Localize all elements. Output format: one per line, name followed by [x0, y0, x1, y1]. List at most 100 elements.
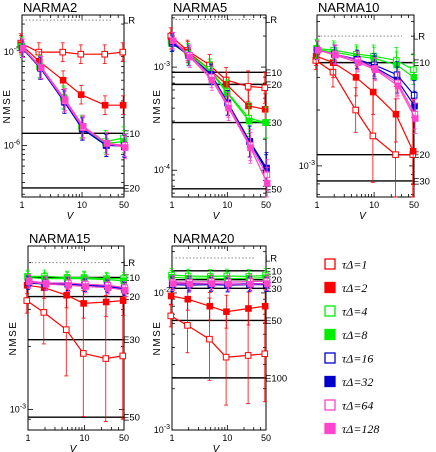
y-tick-label: 10-3 [299, 160, 315, 171]
x-tick-label: 10 [222, 200, 232, 210]
data-point [409, 147, 417, 155]
panel-title: NARMA10 [318, 0, 379, 15]
y-axis-label: NMSE [8, 321, 19, 356]
legend-item: τΔ=64 [324, 399, 373, 413]
series-τΔ=64 [19, 38, 129, 158]
y-axis-label: NMSE [152, 321, 163, 356]
series-τΔ=8 [18, 36, 128, 156]
data-point [392, 151, 399, 158]
legend-item: τΔ=2 [324, 281, 367, 295]
data-point [411, 115, 419, 122]
x-tick-label: 1 [169, 433, 174, 443]
reference-label-e10: E10 [265, 68, 282, 79]
reference-label-e50: E50 [123, 413, 140, 424]
data-point [410, 74, 418, 81]
data-point [104, 284, 112, 292]
data-point [79, 350, 87, 357]
reference-label-lr: LR [413, 32, 425, 43]
reference-label-e20: E20 [123, 183, 140, 194]
x-tick-label: 1 [314, 200, 319, 210]
series-τΔ=1 [23, 280, 127, 423]
data-point [352, 106, 359, 114]
data-point [332, 51, 339, 59]
y-tick-label: 10-4 [154, 164, 170, 175]
x-axis-label: V [67, 211, 75, 222]
data-point [372, 66, 379, 73]
data-point [19, 44, 27, 52]
legend-item: τΔ=4 [324, 305, 367, 319]
legend-label: τΔ=128 [342, 422, 379, 436]
y-axis-label: NMSE [152, 89, 163, 124]
panel-narma15: NARMA15 1 10 50 V 10-3 NMSE LR E10 E20 E30 E50 [8, 231, 140, 452]
y-tick-label: 10-6 [4, 139, 20, 150]
legend-item: τΔ=128 [324, 422, 379, 436]
x-axis-label: V [70, 444, 78, 452]
x-tick-label: 10 [222, 433, 232, 443]
data-point [119, 48, 127, 56]
data-point [25, 278, 33, 286]
legend-item: τΔ=16 [324, 352, 373, 366]
data-point [206, 335, 213, 343]
data-point [61, 96, 69, 103]
reference-label-e30: E30 [123, 335, 140, 346]
data-point [247, 144, 254, 152]
data-point [169, 37, 177, 45]
legend-label: τΔ=64 [342, 399, 373, 413]
series-τΔ=4 [18, 36, 127, 154]
series-τΔ=2 [17, 35, 127, 115]
data-point [121, 144, 129, 151]
x-tick-label: 50 [409, 200, 419, 210]
reference-label-e50: E50 [265, 184, 282, 195]
plot-frame [21, 14, 125, 198]
data-point [77, 91, 85, 98]
reference-label-e10: E10 [123, 273, 140, 284]
legend-marker [324, 399, 336, 411]
data-point [119, 352, 127, 360]
x-axis-label: V [213, 444, 221, 452]
series-τΔ=128 [25, 275, 129, 297]
data-point [169, 280, 177, 287]
data-point [59, 76, 67, 84]
panel-title: NARMA2 [23, 0, 77, 15]
data-point [222, 353, 230, 361]
reference-label-e20: E20 [123, 292, 140, 303]
x-tick-label: 1 [25, 433, 30, 443]
data-point [186, 53, 194, 61]
y-tick-label: 10-3 [154, 61, 170, 72]
reference-label-e10: E10 [123, 129, 140, 140]
data-point [354, 59, 362, 66]
x-tick-label: 10 [369, 200, 379, 210]
data-point [314, 46, 322, 54]
data-point [23, 297, 31, 304]
x-tick-label: 50 [261, 200, 271, 210]
legend-marker [324, 375, 336, 388]
data-point [79, 123, 87, 130]
series-τΔ=32 [19, 38, 128, 158]
data-point [40, 309, 48, 316]
data-point [223, 308, 230, 315]
data-point [167, 292, 175, 300]
data-point [261, 84, 269, 92]
series-τΔ=128 [169, 32, 271, 198]
data-point [245, 305, 252, 312]
series-τΔ=1 [167, 27, 269, 104]
reference-label-e30: E30 [413, 176, 430, 187]
y-tick-label: 10-2 [154, 287, 170, 298]
data-point [62, 326, 70, 333]
data-point [82, 283, 90, 290]
reference-label-lr: LR [265, 253, 277, 264]
data-point [80, 300, 87, 307]
y-axis-label: NMSE [2, 89, 13, 124]
data-point [225, 104, 232, 112]
data-point [121, 286, 129, 294]
legend-marker [324, 422, 336, 435]
legend-label: τΔ=2 [342, 281, 367, 295]
x-axis-label: V [213, 211, 221, 222]
reference-label-lr: LR [123, 258, 135, 269]
y-tick-label: 10-5 [4, 46, 20, 57]
data-point [77, 50, 85, 58]
data-point [101, 101, 109, 109]
